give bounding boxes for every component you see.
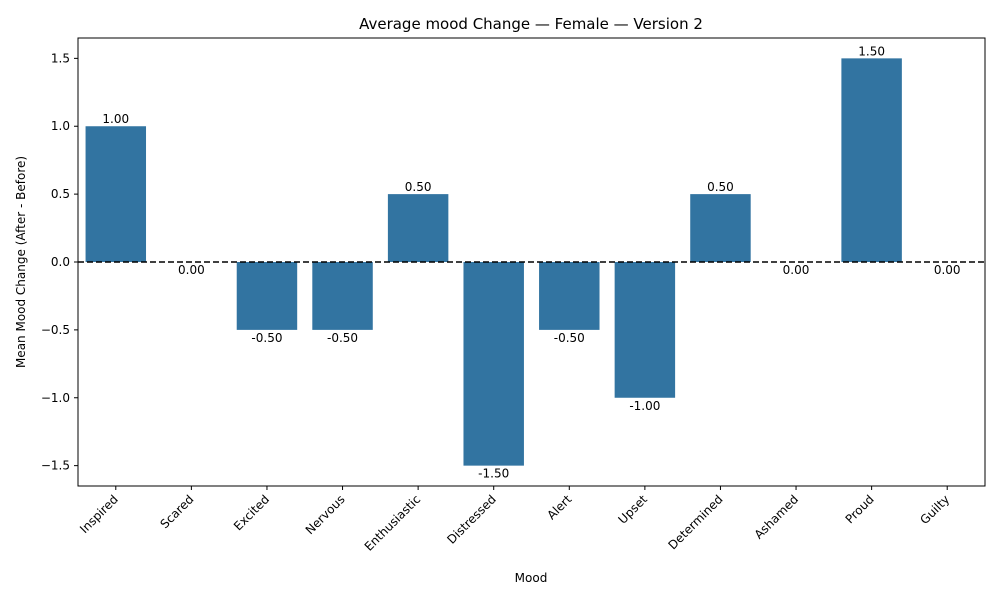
data-label-distressed: -1.50	[478, 467, 509, 481]
x-tick-label-distressed: Distressed	[444, 492, 499, 547]
y-tick-label: −1.0	[41, 391, 70, 405]
data-label-proud: 1.50	[858, 44, 885, 58]
data-label-upset: -1.00	[629, 399, 660, 413]
bar-upset	[614, 262, 676, 398]
y-tick-label: −1.5	[41, 459, 70, 473]
chart-title: Average mood Change — Female — Version 2	[359, 15, 703, 33]
data-label-scared: 0.00	[178, 263, 205, 277]
bar-proud	[841, 58, 902, 263]
data-label-ashamed: 0.00	[783, 263, 810, 277]
bar-excited	[236, 262, 298, 330]
x-tick-label-enthusiastic: Enthusiastic	[362, 492, 423, 553]
bar-enthusiastic	[387, 194, 449, 262]
x-tick-label-determined: Determined	[665, 492, 725, 552]
x-tick-label-inspired: Inspired	[77, 492, 121, 536]
data-label-excited: -0.50	[251, 331, 282, 345]
y-tick-label: −0.5	[41, 323, 70, 337]
x-tick-label-guilty: Guilty	[917, 492, 952, 527]
x-tick-label-excited: Excited	[231, 492, 272, 533]
x-tick-label-scared: Scared	[157, 492, 196, 531]
data-label-enthusiastic: 0.50	[405, 180, 432, 194]
bar-inspired	[85, 126, 147, 262]
y-tick-label: 0.0	[51, 255, 70, 269]
x-tick-label-upset: Upset	[616, 492, 651, 527]
x-tick-label-ashamed: Ashamed	[752, 492, 802, 542]
data-label-determined: 0.50	[707, 180, 734, 194]
y-tick-label: 0.5	[51, 187, 70, 201]
y-tick-label: 1.5	[51, 51, 70, 65]
bar-distressed	[463, 262, 524, 466]
bar-determined	[690, 194, 751, 262]
y-tick-label: 1.0	[51, 119, 70, 133]
data-label-alert: -0.50	[554, 331, 585, 345]
bar-nervous	[312, 262, 373, 330]
x-axis-title: Mood	[515, 571, 548, 585]
y-axis-title: Mean Mood Change (After - Before)	[14, 156, 28, 368]
x-tick-label-alert: Alert	[544, 492, 574, 522]
x-tick-label-nervous: Nervous	[303, 492, 348, 537]
data-label-nervous: -0.50	[327, 331, 358, 345]
bars	[78, 58, 985, 466]
y-axis: −1.5 −1.0 −0.5 0.0 0.5 1.0 1.5	[41, 51, 78, 473]
data-label-guilty: 0.00	[934, 263, 961, 277]
data-label-inspired: 1.00	[102, 112, 129, 126]
x-axis: Inspired Scared Excited Nervous Enthusiastic…	[77, 486, 952, 554]
data-labels: 1.00 0.00 -0.50 -0.50 0.50 -1.50 -0.50 -1.00 0.5…	[102, 44, 960, 480]
x-tick-label-proud: Proud	[843, 492, 877, 526]
bar-alert	[539, 262, 600, 330]
